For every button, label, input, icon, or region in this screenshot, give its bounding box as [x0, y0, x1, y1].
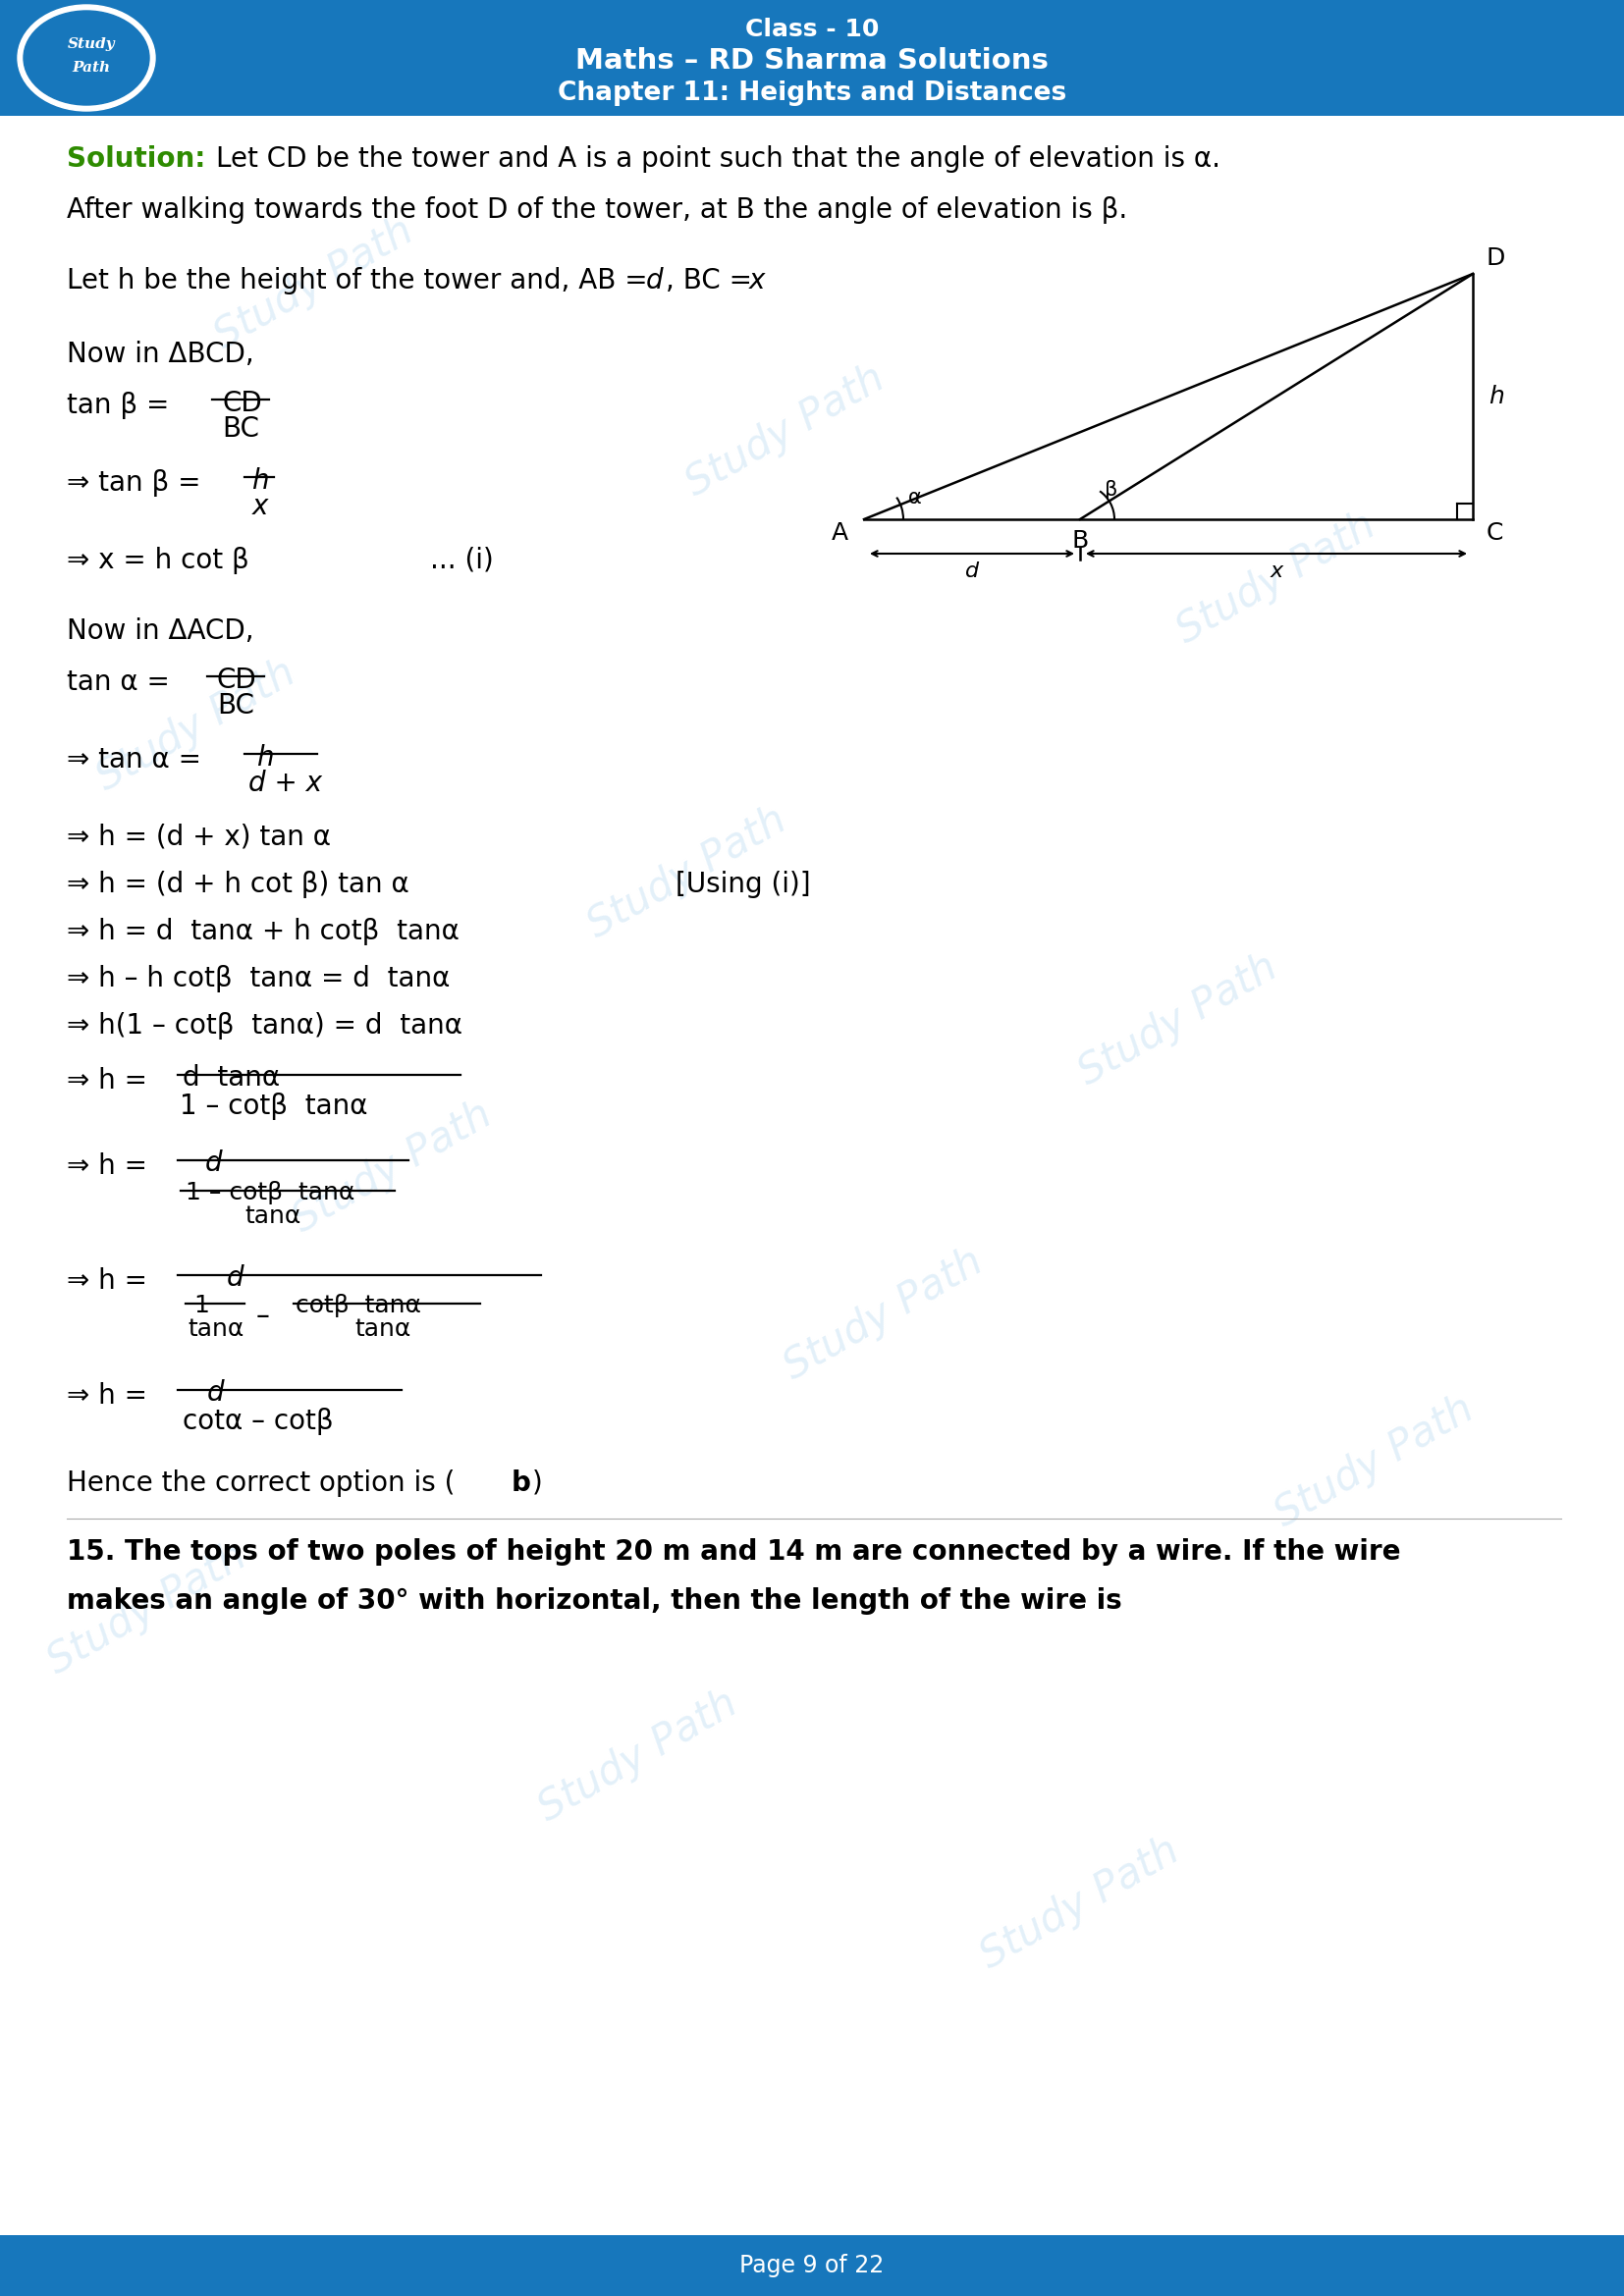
- Text: Study Path: Study Path: [1169, 505, 1384, 652]
- Text: ⇒ h = (d + h cot β) tan α: ⇒ h = (d + h cot β) tan α: [67, 870, 409, 898]
- Text: ⇒ h =: ⇒ h =: [67, 1382, 148, 1410]
- Text: x: x: [252, 494, 268, 521]
- Text: Study Path: Study Path: [973, 1830, 1187, 1977]
- Text: tanα: tanα: [187, 1318, 244, 1341]
- Text: ⇒ h =: ⇒ h =: [67, 1068, 148, 1095]
- Text: Class - 10: Class - 10: [745, 18, 879, 41]
- Text: tanα: tanα: [245, 1205, 300, 1228]
- Text: Maths – RD Sharma Solutions: Maths – RD Sharma Solutions: [575, 48, 1049, 73]
- Text: x: x: [749, 266, 765, 294]
- Text: cotα – cotβ: cotα – cotβ: [182, 1407, 333, 1435]
- Text: ⇒ h =: ⇒ h =: [67, 1267, 148, 1295]
- Text: d: d: [965, 563, 979, 581]
- Text: 1: 1: [193, 1293, 209, 1318]
- Ellipse shape: [24, 11, 149, 106]
- Text: ⇒ h =: ⇒ h =: [67, 1153, 148, 1180]
- Text: Now in ΔBCD,: Now in ΔBCD,: [67, 340, 253, 367]
- Text: Study Path: Study Path: [531, 1683, 745, 1830]
- Text: BC: BC: [222, 416, 260, 443]
- Text: β: β: [1104, 480, 1117, 501]
- Text: Let CD be the tower and A is a point such that the angle of elevation is α.: Let CD be the tower and A is a point suc…: [216, 145, 1221, 172]
- Text: B: B: [1072, 528, 1088, 553]
- Text: h: h: [252, 468, 268, 494]
- Text: d: d: [227, 1265, 244, 1293]
- Text: ⇒ h(1 – cotβ  tanα) = d  tanα: ⇒ h(1 – cotβ tanα) = d tanα: [67, 1013, 463, 1040]
- Text: d: d: [208, 1380, 224, 1407]
- Text: d  tanα: d tanα: [182, 1063, 279, 1091]
- Text: CD: CD: [218, 666, 257, 693]
- Text: D: D: [1486, 246, 1505, 271]
- Text: BC: BC: [218, 691, 255, 719]
- Text: Path: Path: [71, 62, 110, 73]
- Text: ⇒ tan β =: ⇒ tan β =: [67, 468, 201, 496]
- Text: After walking towards the foot D of the tower, at B the angle of elevation is β.: After walking towards the foot D of the …: [67, 197, 1127, 223]
- Text: tan α =: tan α =: [67, 668, 171, 696]
- Text: ⇒ h = d  tanα + h cotβ  tanα: ⇒ h = d tanα + h cotβ tanα: [67, 918, 460, 946]
- Text: d + x: d + x: [248, 769, 322, 797]
- Text: Now in ΔACD,: Now in ΔACD,: [67, 618, 253, 645]
- Text: ⇒ tan α =: ⇒ tan α =: [67, 746, 201, 774]
- Text: tanα: tanα: [354, 1318, 411, 1341]
- Text: b: b: [512, 1469, 531, 1497]
- Text: ... (i): ... (i): [430, 546, 494, 574]
- Text: ⇒ h = (d + x) tan α: ⇒ h = (d + x) tan α: [67, 824, 331, 852]
- Text: Study Path: Study Path: [89, 652, 304, 799]
- Text: x: x: [1270, 563, 1283, 581]
- Text: ⇒ h – h cotβ  tanα = d  tanα: ⇒ h – h cotβ tanα = d tanα: [67, 964, 450, 992]
- Bar: [0, 2234, 1624, 2296]
- Text: Study Path: Study Path: [41, 1536, 253, 1683]
- Text: α: α: [908, 487, 922, 507]
- Text: Study: Study: [68, 37, 115, 51]
- Text: 1 – cotβ  tanα: 1 – cotβ tanα: [180, 1093, 367, 1120]
- Text: Page 9 of 22: Page 9 of 22: [739, 2255, 885, 2278]
- Text: Study Path: Study Path: [1072, 946, 1285, 1093]
- Text: Study Path: Study Path: [679, 358, 892, 505]
- Text: Hence the correct option is (: Hence the correct option is (: [67, 1469, 455, 1497]
- Text: h: h: [1489, 386, 1504, 409]
- Text: tan β =: tan β =: [67, 393, 169, 420]
- Text: makes an angle of 30° with horizontal, then the length of the wire is: makes an angle of 30° with horizontal, t…: [67, 1587, 1122, 1614]
- Text: cotβ  tanα: cotβ tanα: [296, 1293, 421, 1318]
- Text: Study Path: Study Path: [1268, 1389, 1481, 1536]
- Text: , BC =: , BC =: [666, 266, 760, 294]
- Text: A: A: [831, 521, 848, 544]
- Text: 15. The tops of two poles of height 20 m and 14 m are connected by a wire. If th: 15. The tops of two poles of height 20 m…: [67, 1538, 1400, 1566]
- Text: d: d: [646, 266, 663, 294]
- Text: Study Path: Study Path: [776, 1240, 991, 1387]
- Text: Study Path: Study Path: [581, 799, 794, 946]
- Text: ⇒ x = h cot β: ⇒ x = h cot β: [67, 546, 248, 574]
- Text: –: –: [257, 1302, 270, 1329]
- Text: [Using (i)]: [Using (i)]: [676, 870, 810, 898]
- Text: h: h: [257, 744, 273, 771]
- Text: Chapter 11: Heights and Distances: Chapter 11: Heights and Distances: [557, 80, 1067, 106]
- Text: ): ): [533, 1469, 542, 1497]
- Text: C: C: [1486, 521, 1504, 544]
- Bar: [0, 0, 1624, 115]
- Text: Solution:: Solution:: [67, 145, 206, 172]
- Text: CD: CD: [222, 390, 261, 418]
- Text: 1 – cotβ  tanα: 1 – cotβ tanα: [185, 1180, 354, 1205]
- Text: Study Path: Study Path: [286, 1093, 500, 1240]
- Text: Let h be the height of the tower and, AB =: Let h be the height of the tower and, AB…: [67, 266, 656, 294]
- Text: Study Path: Study Path: [208, 211, 421, 358]
- Text: d: d: [205, 1150, 222, 1178]
- Ellipse shape: [18, 5, 156, 110]
